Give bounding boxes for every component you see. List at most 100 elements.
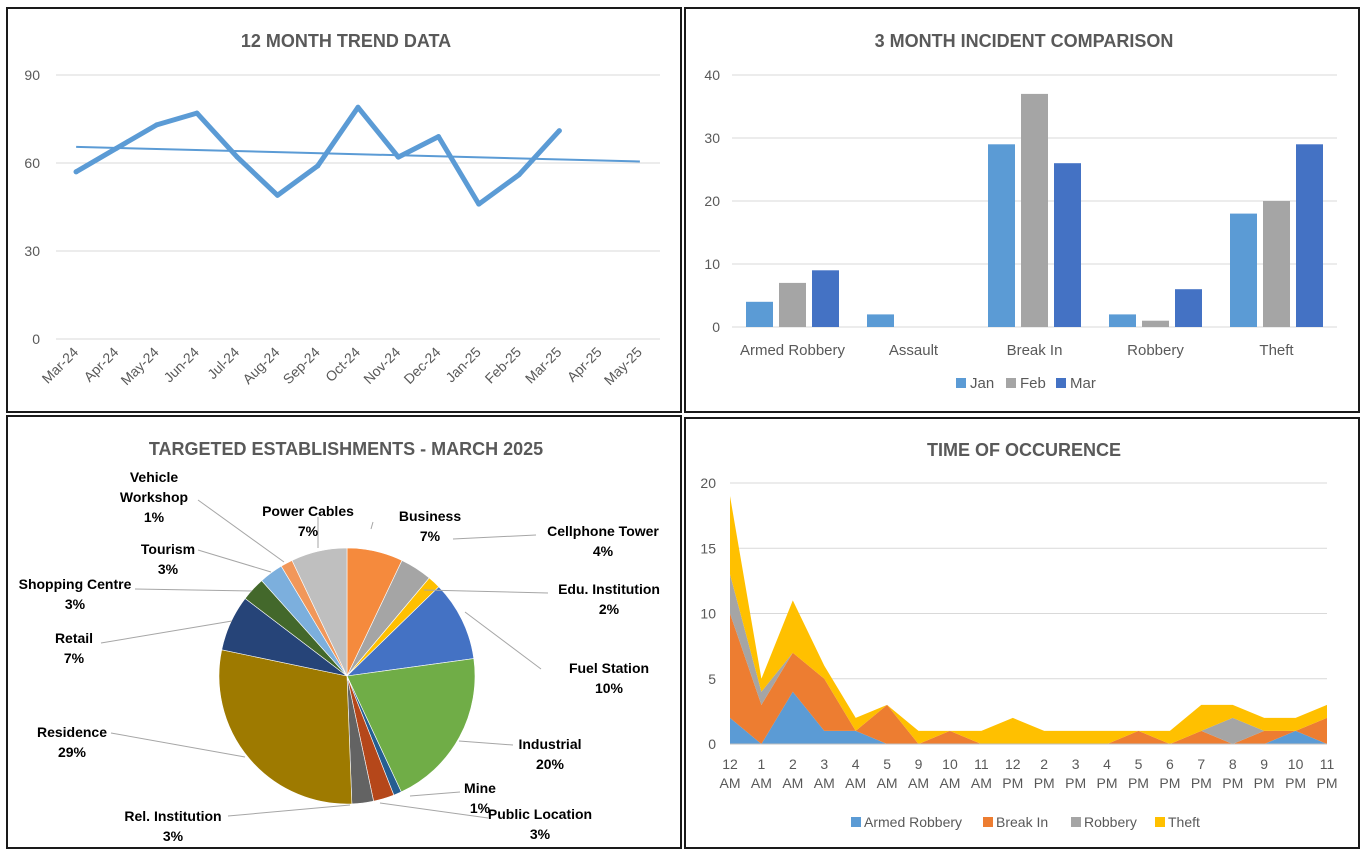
bar xyxy=(1021,93,1048,328)
slice-label: Business xyxy=(399,508,461,524)
bar xyxy=(1263,201,1290,327)
x-tick-label: 9 xyxy=(915,756,923,772)
time-of-occurrence-chart: TIME OF OCCURENCE 0 5 10 15 20 12 AM 1 AM 2 AM 3 AM 4… xyxy=(700,440,1337,830)
establishments-pie-chart: TARGETED ESTABLISHMENTS - MARCH 2025 Bus… xyxy=(19,439,660,844)
category-label: Break In xyxy=(1007,342,1063,359)
legend-swatch xyxy=(1071,817,1081,827)
y-tick-label: 5 xyxy=(708,671,716,687)
x-tick-label: 2 xyxy=(1040,756,1048,772)
bar xyxy=(779,282,806,327)
slice-label: Power Cables xyxy=(262,503,354,519)
leader-line xyxy=(197,499,285,563)
leader-line xyxy=(227,804,351,817)
slice-label: Tourism xyxy=(141,541,195,557)
x-tick-label: AM xyxy=(814,775,835,791)
legend-label: Robbery xyxy=(1084,814,1137,830)
legend-swatch xyxy=(956,378,966,388)
time-of-occurrence-panel: TIME OF OCCURENCE 0 5 10 15 20 12 AM 1 AM 2 AM 3 AM 4… xyxy=(684,417,1360,849)
x-tick-label: PM xyxy=(1222,775,1243,791)
category-label: Theft xyxy=(1259,342,1294,359)
x-tick-label: 3 xyxy=(820,756,828,772)
x-tick-label: 8 xyxy=(1229,756,1237,772)
y-tick-label: 20 xyxy=(704,193,720,209)
x-tick-label: PM xyxy=(1285,775,1306,791)
x-tick-label: 4 xyxy=(1103,756,1111,772)
x-tick-label: AM xyxy=(782,775,803,791)
x-tick-label: 10 xyxy=(942,756,958,772)
trend-chart-panel: 12 MONTH TREND DATA 0 30 60 90 Mar-24 Apr-24 M… xyxy=(6,7,682,413)
x-tick-label: Apr-24 xyxy=(80,344,121,385)
area-chart-title: TIME OF OCCURENCE xyxy=(927,440,1121,460)
x-tick-label: PM xyxy=(1002,775,1023,791)
bar xyxy=(1054,163,1081,327)
x-tick-label: 11 xyxy=(974,756,989,772)
slice-label: Industrial xyxy=(518,736,581,752)
slice-percent: 3% xyxy=(158,561,179,577)
x-tick-label: 5 xyxy=(883,756,891,772)
x-tick-label: PM xyxy=(1128,775,1149,791)
x-tick-label: AM xyxy=(845,775,866,791)
slice-percent: 2% xyxy=(599,601,620,617)
slice-percent: 10% xyxy=(595,680,624,696)
leader-line xyxy=(423,589,549,594)
trend-line-series xyxy=(73,104,562,207)
category-label: Assault xyxy=(889,342,939,359)
x-tick-label: AM xyxy=(908,775,929,791)
legend-swatch xyxy=(851,817,861,827)
x-tick-label: PM xyxy=(1191,775,1212,791)
y-tick-label: 0 xyxy=(708,736,716,752)
x-tick-label: PM xyxy=(1254,775,1275,791)
y-tick-label: 15 xyxy=(700,540,716,556)
slice-label: Vehicle xyxy=(130,469,178,485)
legend-label: Break In xyxy=(996,814,1048,830)
slice-percent: 7% xyxy=(420,528,441,544)
slice-percent: 29% xyxy=(58,744,87,760)
legend-swatch xyxy=(1006,378,1016,388)
slice-percent: 4% xyxy=(593,543,614,559)
x-tick-label: AM xyxy=(751,775,772,791)
pie-slice xyxy=(346,586,475,677)
x-tick-label: AM xyxy=(877,775,898,791)
legend-swatch xyxy=(983,817,993,827)
slice-label: Cellphone Tower xyxy=(547,523,659,539)
x-tick-label: 9 xyxy=(1260,756,1268,772)
establishments-panel: TARGETED ESTABLISHMENTS - MARCH 2025 Bus… xyxy=(6,415,682,849)
y-tick-label: 0 xyxy=(712,319,720,335)
category-label: Armed Robbery xyxy=(740,342,846,359)
data-point xyxy=(274,192,280,198)
x-tick-label: 5 xyxy=(1135,756,1143,772)
slice-label: Public Location xyxy=(488,806,592,822)
x-tick-label: PM xyxy=(1097,775,1118,791)
y-tick-label: 90 xyxy=(24,67,40,83)
x-tick-label: Mar-24 xyxy=(39,344,82,387)
x-tick-label: PM xyxy=(1159,775,1180,791)
leader-line xyxy=(379,802,489,819)
bar xyxy=(1109,314,1136,327)
x-tick-label: May-24 xyxy=(117,344,161,388)
legend-label: Jan xyxy=(970,375,994,392)
x-tick-label: Sep-24 xyxy=(280,344,323,387)
leader-line xyxy=(409,791,461,797)
x-tick-label: May-25 xyxy=(601,344,645,388)
trend-chart-title: 12 MONTH TREND DATA xyxy=(241,31,451,51)
bar xyxy=(988,144,1015,327)
x-tick-label: Dec-24 xyxy=(400,344,443,387)
y-tick-label: 20 xyxy=(700,475,716,491)
slice-percent: 7% xyxy=(64,650,85,666)
slice-percent: 7% xyxy=(298,523,319,539)
bar xyxy=(812,270,839,327)
data-point xyxy=(315,163,321,169)
x-tick-label: 1 xyxy=(758,756,766,772)
x-tick-label: 3 xyxy=(1072,756,1080,772)
slice-percent: 1% xyxy=(470,800,491,816)
data-point xyxy=(355,104,361,110)
slice-label: Rel. Institution xyxy=(124,808,221,824)
slice-label: Shopping Centre xyxy=(19,576,132,592)
x-tick-label: 10 xyxy=(1288,756,1304,772)
x-tick-label: 2 xyxy=(789,756,797,772)
y-tick-label: 10 xyxy=(700,606,716,622)
pie-slice xyxy=(346,658,476,793)
data-point xyxy=(73,169,79,175)
incident-comparison-panel: 3 MONTH INCIDENT COMPARISON 0 10 20 30 40 Arm… xyxy=(684,7,1360,413)
